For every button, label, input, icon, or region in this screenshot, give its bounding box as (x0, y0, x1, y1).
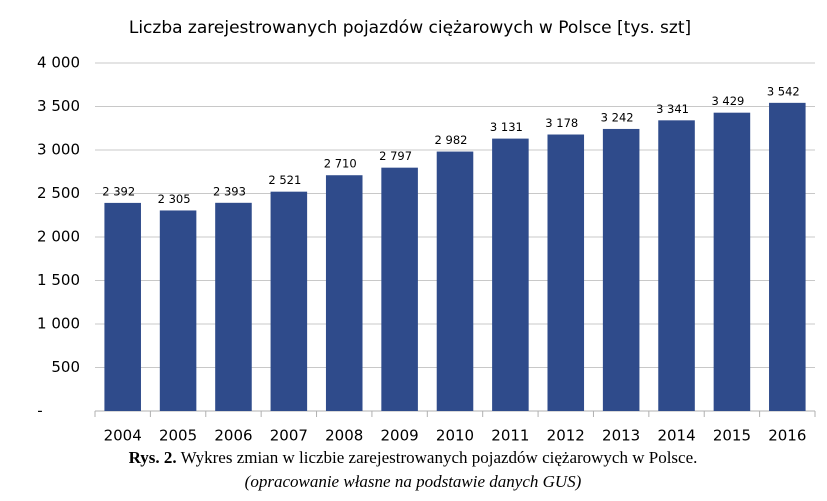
y-tick-label: 1 500 (37, 271, 80, 289)
value-label: 3 131 (490, 120, 523, 134)
y-tick-label: 500 (51, 358, 80, 376)
value-label: 2 710 (324, 157, 357, 171)
x-tick-label: 2004 (104, 427, 142, 445)
bar (658, 120, 695, 411)
value-label: 2 797 (379, 149, 412, 163)
bar (104, 202, 141, 411)
value-label: 3 242 (601, 110, 634, 124)
bar (159, 210, 197, 411)
value-label: 3 429 (711, 94, 744, 108)
bar (325, 175, 363, 411)
x-tick-label: 2008 (325, 427, 363, 445)
x-tick-label: 2014 (657, 427, 695, 445)
bar (436, 151, 474, 412)
value-label: 3 341 (656, 102, 689, 116)
bar (602, 128, 640, 412)
bar (492, 138, 529, 411)
y-tick-label: 2 000 (37, 228, 80, 246)
value-label: 2 393 (213, 184, 246, 198)
x-tick-label: 2011 (491, 427, 529, 445)
x-tick-label: 2010 (436, 427, 474, 445)
caption-source: (opracowanie własne na podstawie danych … (245, 472, 582, 491)
value-label: 2 305 (158, 192, 191, 206)
caption-text: Wykres zmian w liczbie zarejestrowanych … (181, 448, 698, 467)
value-label: 2 392 (102, 184, 135, 198)
bar (547, 134, 585, 411)
y-tick-label: 2 500 (37, 184, 80, 202)
y-tick-label: - (37, 402, 42, 420)
x-tick-label: 2015 (713, 427, 751, 445)
y-tick-label: 4 000 (37, 54, 80, 72)
x-tick-label: 2005 (159, 427, 197, 445)
x-tick-label: 2006 (214, 427, 252, 445)
caption: Rys. 2. Wykres zmian w liczbie zarejestr… (129, 448, 698, 467)
bar (769, 102, 806, 411)
y-tick-label: 3 500 (37, 97, 80, 115)
x-tick-label: 2009 (381, 427, 419, 445)
caption-label: Rys. 2. (129, 448, 177, 467)
bar (270, 191, 308, 411)
bar (381, 167, 418, 411)
bar (215, 202, 252, 411)
x-tick-label: 2007 (270, 427, 308, 445)
value-label: 3 542 (767, 84, 800, 98)
chart-title: Liczba zarejestrowanych pojazdów ciężaro… (129, 18, 691, 38)
value-label: 2 521 (268, 173, 301, 187)
y-tick-label: 1 000 (37, 315, 80, 333)
value-label: 2 982 (435, 133, 468, 147)
bar (713, 112, 751, 411)
x-tick-label: 2012 (547, 427, 585, 445)
x-tick-label: 2016 (768, 427, 806, 445)
y-tick-label: 3 000 (37, 141, 80, 159)
value-label: 3 178 (545, 116, 578, 130)
x-tick-label: 2013 (602, 427, 640, 445)
